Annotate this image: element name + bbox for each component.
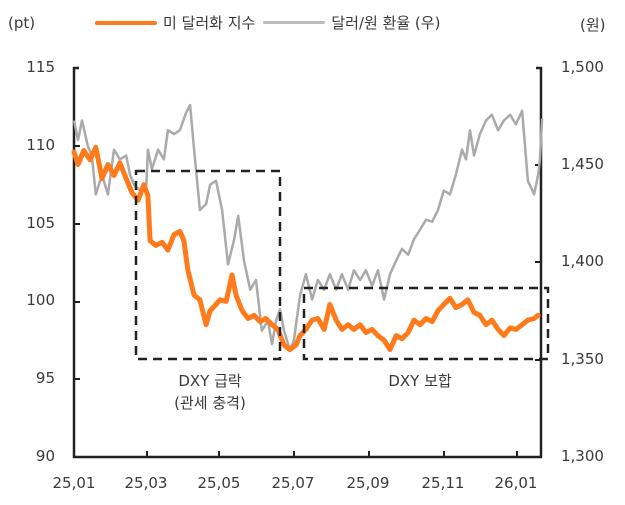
annotation-line1: DXY 보합 [388, 372, 452, 390]
annotation-label-dxy-flat: DXY 보합 [355, 370, 485, 392]
dxy-line [71, 144, 541, 353]
annotation-box-dxy-drop [134, 169, 282, 361]
left-tick-100: 100 [26, 291, 55, 309]
legend-swatch-dxy [95, 20, 157, 25]
chart-legend: 미 달러화 지수 달러/원 환율 (우) [95, 12, 448, 33]
x-tick-2601: 26,01 [494, 474, 538, 492]
x-axis-ticks [146, 451, 518, 457]
x-tick-2503: 25,03 [124, 474, 168, 492]
legend-swatch-krw [263, 21, 326, 24]
right-tick-1350: 1,350 [561, 350, 604, 368]
x-tick-2501: 25,01 [52, 474, 96, 492]
left-tick-95: 95 [35, 369, 55, 387]
right-tick-1500: 1,500 [561, 58, 604, 76]
legend-item-krw: 달러/원 환율 (우) [263, 12, 440, 33]
left-tick-110: 110 [26, 136, 55, 154]
legend-label-krw: 달러/원 환율 (우) [331, 14, 441, 32]
annotation-label-dxy-drop: DXY 급락 (관세 충격) [140, 370, 280, 414]
x-tick-2509: 25,09 [346, 474, 390, 492]
left-tick-90: 90 [35, 447, 55, 465]
x-tick-2505: 25,05 [197, 474, 241, 492]
right-tick-1400: 1,400 [561, 252, 604, 270]
left-axis-unit: (pt) [8, 14, 36, 32]
right-tick-1300: 1,300 [561, 447, 604, 465]
legend-item-dxy: 미 달러화 지수 [95, 12, 255, 33]
left-tick-105: 105 [26, 214, 55, 232]
right-tick-1450: 1,450 [561, 155, 604, 173]
legend-label-dxy: 미 달러화 지수 [163, 14, 256, 32]
annotation-line2: (관세 충격) [174, 394, 246, 412]
left-axis-ticks [74, 145, 80, 380]
axes [72, 66, 543, 459]
axis-frame [72, 66, 543, 459]
annotation-box-dxy-flat [302, 286, 550, 361]
left-tick-115: 115 [26, 58, 55, 76]
right-axis-unit: (원) [580, 16, 606, 34]
x-tick-2511: 25,11 [421, 474, 465, 492]
x-tick-2507: 25,07 [271, 474, 315, 492]
annotation-line1: DXY 급락 [178, 372, 242, 390]
usdkrw-line [72, 103, 544, 352]
